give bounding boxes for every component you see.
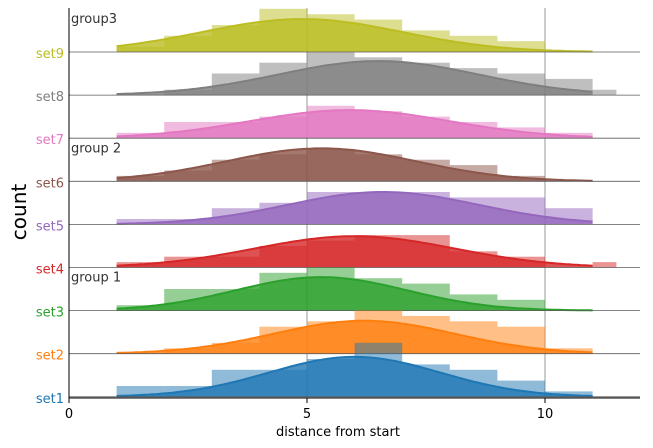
ridge-set3: set3 <box>36 267 640 321</box>
density-line-set7 <box>116 109 593 138</box>
group-label-2: group3 <box>71 12 117 27</box>
group-label-0: group 1 <box>71 271 121 286</box>
hist-bar-set5-0 <box>116 219 165 225</box>
y-axis-label: count <box>7 184 31 241</box>
density-fill-set3 <box>116 277 593 311</box>
ridge-set9: set9 <box>36 8 640 62</box>
group-label-1: group 2 <box>71 141 121 156</box>
density-line-set5 <box>116 191 593 225</box>
density-line-set6 <box>116 147 593 182</box>
density-fill-set5 <box>116 192 593 225</box>
ridges-layer: set9 set8 set7 set6 set5 set4 set3 set2 set1 <box>36 8 640 407</box>
density-fill-set8 <box>116 61 593 96</box>
ridge-set5: set5 <box>36 191 640 234</box>
density-line-set4 <box>116 235 593 267</box>
row-label-set6: set6 <box>36 176 64 191</box>
row-label-set4: set4 <box>36 263 64 278</box>
row-label-set2: set2 <box>36 349 64 364</box>
row-label-set5: set5 <box>36 219 64 234</box>
x-tick-label-0: 0 <box>65 407 73 422</box>
density-fill-set7 <box>116 110 593 139</box>
density-fill-set2 <box>116 320 593 354</box>
ridge-set8: set8 <box>36 51 640 105</box>
density-fill-set9 <box>116 19 593 53</box>
row-label-set1: set1 <box>36 392 64 407</box>
density-line-set2 <box>116 319 593 354</box>
ridge-set7: set7 <box>36 105 640 148</box>
ridge-set4: set4 <box>36 235 640 278</box>
density-fill-set4 <box>116 236 593 268</box>
density-fill-set1 <box>116 356 593 397</box>
hist-bar-set4-11 <box>592 262 617 268</box>
row-label-set3: set3 <box>36 306 64 321</box>
x-axis-label: distance from start <box>276 425 400 440</box>
row-label-set7: set7 <box>36 133 64 148</box>
hist-bar-set1-0 <box>116 386 165 397</box>
density-line-set1 <box>116 355 593 397</box>
x-tick-label-10: 10 <box>537 407 554 422</box>
density-line-set9 <box>116 18 593 53</box>
ridge-set6: set6 <box>36 147 640 191</box>
ridge-set2: set2 <box>36 310 640 364</box>
density-line-set3 <box>116 276 593 312</box>
row-label-set9: set9 <box>36 47 64 62</box>
hist-bar-set8-10 <box>592 89 617 96</box>
x-tick-label-5: 5 <box>303 407 311 422</box>
ridge-set1: set1 <box>36 342 640 407</box>
row-label-set8: set8 <box>36 90 64 105</box>
axis-layer: group 1 group 2 group3 0 5 10 <box>65 8 640 422</box>
hist-bar-set3-8 <box>497 299 545 311</box>
density-line-set8 <box>116 60 593 95</box>
hist-bar-set9-8 <box>497 41 545 52</box>
